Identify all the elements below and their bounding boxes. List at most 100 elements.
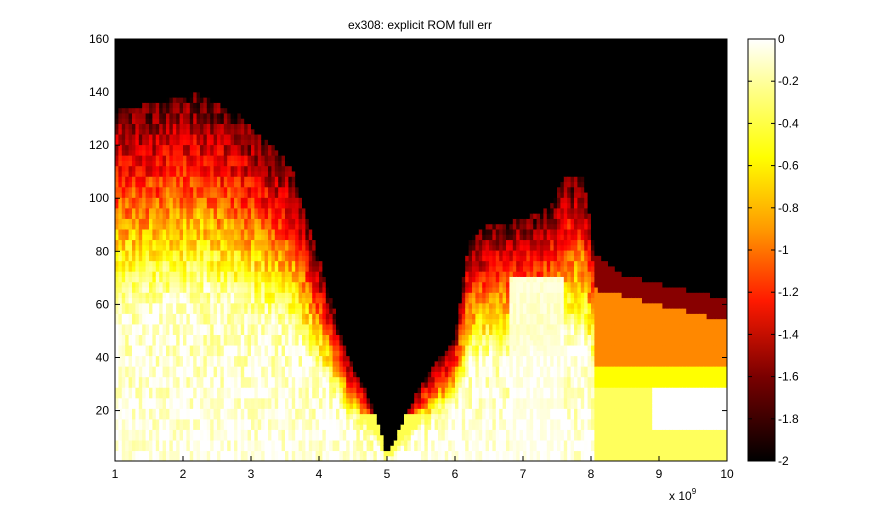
heatmap-cell bbox=[312, 213, 317, 219]
heatmap-cell bbox=[234, 97, 238, 103]
heatmap-cell bbox=[312, 418, 317, 425]
heatmap-cell bbox=[302, 397, 306, 404]
heatmap-cell bbox=[244, 197, 249, 204]
heatmap-cell bbox=[237, 234, 242, 241]
heatmap-cell bbox=[285, 75, 289, 82]
heatmap-cell bbox=[223, 81, 228, 88]
heatmap-cell bbox=[234, 191, 238, 198]
heatmap-cell bbox=[169, 308, 174, 314]
heatmap-cell bbox=[251, 318, 255, 325]
heatmap-cell bbox=[298, 207, 303, 214]
heatmap-cell bbox=[240, 265, 245, 272]
heatmap-cell bbox=[210, 197, 215, 204]
heatmap-cell bbox=[145, 334, 150, 341]
heatmap-cell bbox=[169, 139, 174, 146]
heatmap-cell bbox=[193, 239, 198, 246]
heatmap-cell bbox=[285, 160, 289, 167]
heatmap-cell bbox=[213, 239, 218, 246]
heatmap-cell bbox=[115, 118, 119, 125]
heatmap-cell bbox=[223, 350, 228, 357]
heatmap-cell bbox=[302, 318, 306, 325]
heatmap-cell bbox=[203, 276, 208, 283]
heatmap-cell bbox=[172, 97, 177, 103]
heatmap-cell bbox=[135, 271, 140, 277]
heatmap-cell bbox=[152, 91, 157, 98]
heatmap-cell bbox=[213, 455, 218, 461]
heatmap-cell bbox=[230, 308, 235, 314]
heatmap-cell bbox=[295, 271, 300, 277]
heatmap-cell bbox=[217, 186, 221, 193]
heatmap-cell bbox=[132, 81, 136, 88]
heatmap-cell bbox=[223, 133, 228, 140]
heatmap-cell bbox=[254, 392, 259, 399]
heatmap-cell bbox=[145, 149, 150, 156]
heatmap-cell bbox=[230, 39, 235, 45]
heatmap-cell bbox=[271, 286, 276, 293]
heatmap-cell bbox=[315, 281, 320, 288]
heatmap-cell bbox=[312, 123, 317, 130]
heatmap-cell bbox=[227, 381, 232, 388]
heatmap-cell bbox=[176, 155, 181, 161]
heatmap-cell bbox=[257, 308, 262, 314]
heatmap-cell bbox=[200, 424, 204, 430]
heatmap-cell bbox=[172, 418, 177, 425]
heatmap-cell bbox=[240, 191, 245, 198]
heatmap-cell bbox=[278, 144, 283, 151]
heatmap-cell bbox=[281, 128, 286, 135]
heatmap-cell bbox=[227, 139, 232, 146]
heatmap-cell bbox=[278, 445, 283, 452]
heatmap-cell bbox=[210, 228, 215, 235]
heatmap-cell bbox=[193, 313, 198, 320]
heatmap-cell bbox=[264, 139, 269, 146]
heatmap-cell bbox=[193, 350, 198, 357]
heatmap-cell bbox=[244, 155, 249, 161]
heatmap-cell bbox=[203, 302, 208, 309]
heatmap-cell bbox=[281, 355, 286, 362]
heatmap-cell bbox=[189, 339, 194, 346]
heatmap-cell bbox=[264, 186, 269, 193]
heatmap-cell bbox=[268, 128, 272, 135]
heatmap-cell bbox=[322, 429, 327, 436]
heatmap-cell bbox=[176, 297, 181, 304]
heatmap-cell bbox=[135, 97, 140, 103]
heatmap-cell bbox=[257, 281, 262, 288]
heatmap-cell bbox=[268, 149, 272, 156]
heatmap-cell bbox=[169, 366, 174, 372]
heatmap-cell bbox=[271, 392, 276, 399]
heatmap-cell bbox=[254, 455, 259, 461]
heatmap-cell bbox=[230, 439, 235, 446]
heatmap-cell bbox=[305, 255, 310, 262]
heatmap-cell bbox=[315, 329, 320, 336]
heatmap-cell bbox=[278, 329, 283, 336]
heatmap-cell bbox=[200, 402, 204, 409]
heatmap-cell bbox=[172, 91, 177, 98]
heatmap-cell bbox=[271, 413, 276, 420]
heatmap-cell bbox=[305, 250, 310, 256]
heatmap-cell bbox=[128, 313, 133, 320]
heatmap-cell bbox=[230, 276, 235, 283]
heatmap-cell bbox=[261, 397, 266, 404]
heatmap-cell bbox=[285, 445, 289, 452]
heatmap-cell bbox=[217, 255, 221, 262]
heatmap-cell bbox=[125, 218, 130, 225]
heatmap-cell bbox=[298, 97, 303, 103]
heatmap-cell bbox=[298, 44, 303, 51]
heatmap-cell bbox=[220, 255, 225, 262]
heatmap-cell bbox=[172, 318, 177, 325]
heatmap-cell bbox=[128, 286, 133, 293]
heatmap-cell bbox=[254, 207, 259, 214]
heatmap-cell bbox=[193, 149, 198, 156]
heatmap-cell bbox=[230, 323, 235, 330]
heatmap-cell bbox=[302, 54, 306, 61]
heatmap-cell bbox=[196, 75, 201, 82]
heatmap-cell bbox=[159, 228, 164, 235]
heatmap-cell bbox=[227, 181, 232, 188]
heatmap-cell bbox=[251, 387, 255, 394]
heatmap-cell bbox=[213, 39, 218, 45]
heatmap-cell bbox=[223, 39, 228, 45]
heatmap-cell bbox=[305, 160, 310, 167]
heatmap-cell bbox=[196, 271, 201, 277]
heatmap-cell bbox=[288, 397, 293, 404]
heatmap-cell bbox=[183, 350, 187, 357]
heatmap-cell bbox=[285, 244, 289, 251]
